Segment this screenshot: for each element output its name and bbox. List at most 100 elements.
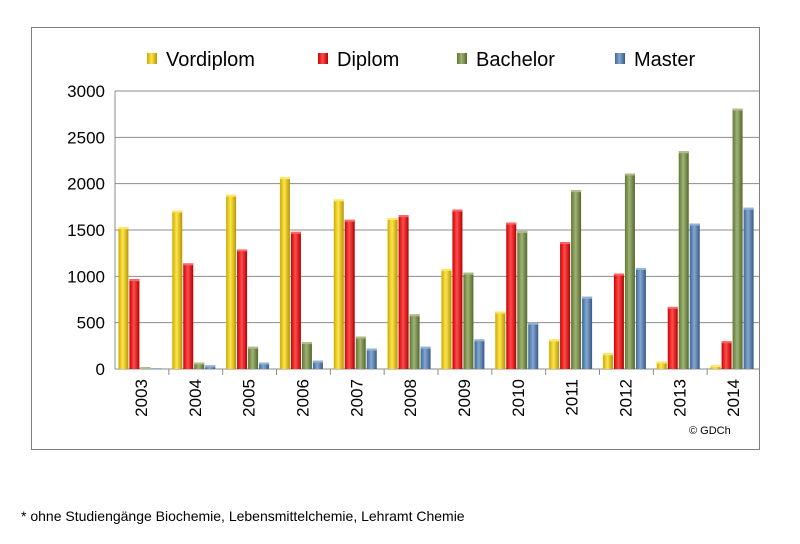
bar-top-cap <box>333 199 344 202</box>
bar-vordiplom-2006 <box>279 177 290 369</box>
bar-top-cap <box>495 311 506 314</box>
bar-top-cap <box>118 227 129 230</box>
bar-top-cap <box>571 190 582 193</box>
bar-top-cap <box>506 222 517 225</box>
bar-top-cap <box>517 230 528 233</box>
bar-diplom-2013 <box>667 306 678 369</box>
bar-bachelor-2012 <box>624 173 635 369</box>
bar-top-cap <box>721 341 732 344</box>
bar-diplom-2008 <box>398 215 409 369</box>
bar-master-2014 <box>743 207 754 369</box>
y-tick-label: 500 <box>77 314 105 333</box>
footnote: * ohne Studiengänge Biochemie, Lebensmit… <box>21 508 465 524</box>
bar-diplom-2006 <box>290 231 301 369</box>
legend-label-diplom: Diplom <box>337 49 399 71</box>
legend-swatch-diplom <box>318 53 328 64</box>
bar-top-cap <box>312 360 323 363</box>
bar-top-cap <box>194 362 205 365</box>
bar-top-cap <box>452 209 463 212</box>
x-tick-label: 2009 <box>455 379 474 417</box>
bar-top-cap <box>743 207 754 210</box>
bar-diplom-2011 <box>560 242 571 369</box>
bar-top-cap <box>528 322 539 325</box>
bar-top-cap <box>420 346 431 349</box>
bar-top-cap <box>624 173 635 176</box>
bar-bachelor-2009 <box>463 272 474 369</box>
y-tick-label: 2500 <box>67 128 105 147</box>
bar-top-cap <box>549 339 560 342</box>
bar-top-cap <box>355 336 366 339</box>
bar-top-cap <box>635 267 646 270</box>
bar-bachelor-2006 <box>301 342 312 369</box>
bar-bachelor-2010 <box>517 230 528 369</box>
chart-frame: 0 500 1000 1500 2000 2500 3000 2003 2004 2005 2006… <box>31 27 760 450</box>
bar-master-2007 <box>366 348 377 369</box>
x-tick-label: 2006 <box>293 379 312 417</box>
bar-diplom-2003 <box>129 279 140 369</box>
bar-top-cap <box>732 108 743 111</box>
bar-top-cap <box>279 177 290 180</box>
bar-vordiplom-2005 <box>226 194 237 369</box>
bar-top-cap <box>409 314 420 317</box>
bar-top-cap <box>226 194 237 197</box>
bar-vordiplom-2010 <box>495 311 506 369</box>
bar-top-cap <box>678 151 689 154</box>
y-tick-label: 2000 <box>67 175 105 194</box>
bar-bachelor-2008 <box>409 314 420 369</box>
bar-top-cap <box>689 223 700 226</box>
bar-top-cap <box>387 217 398 220</box>
bar-master-2005 <box>259 362 270 369</box>
bar-top-cap <box>602 353 613 356</box>
y-tick-label: 0 <box>96 360 105 379</box>
legend-swatch-bachelor <box>457 53 467 64</box>
bar-top-cap <box>710 365 721 368</box>
bar-top-cap <box>560 242 571 245</box>
bar-vordiplom-2011 <box>549 339 560 369</box>
bar-bachelor-2004 <box>194 362 205 369</box>
bar-top-cap <box>463 272 474 275</box>
bar-chart: 0 500 1000 1500 2000 2500 3000 2003 2004 2005 2006… <box>67 49 759 437</box>
x-tick-label: 2010 <box>509 379 528 417</box>
x-tick-label: 2005 <box>240 379 259 417</box>
bar-bachelor-2011 <box>571 190 582 369</box>
x-tick-label: 2007 <box>347 379 366 417</box>
bar-bachelor-2005 <box>248 346 259 369</box>
bar-master-2008 <box>420 346 431 369</box>
bar-bachelor-2007 <box>355 336 366 369</box>
x-tick-label: 2008 <box>401 379 420 417</box>
legend-label-vordiplom: Vordiplom <box>166 49 255 71</box>
x-tick-label: 2011 <box>563 379 582 416</box>
bar-master-2012 <box>635 267 646 369</box>
x-tick-label: 2003 <box>132 379 151 417</box>
bar-diplom-2014 <box>721 341 732 369</box>
bar-top-cap <box>290 231 301 234</box>
bar-top-cap <box>259 362 270 365</box>
bar-top-cap <box>656 361 667 364</box>
y-tick-label: 1000 <box>67 267 105 286</box>
bar-vordiplom-2008 <box>387 217 398 369</box>
x-tick-label: 2012 <box>616 379 635 417</box>
bar-top-cap <box>172 210 183 213</box>
bar-diplom-2007 <box>344 219 355 369</box>
y-tick-label: 3000 <box>67 82 105 101</box>
bar-vordiplom-2007 <box>333 199 344 369</box>
bar-diplom-2005 <box>237 249 248 369</box>
bar-vordiplom-2004 <box>172 210 183 369</box>
bar-vordiplom-2013 <box>656 361 667 369</box>
bar-top-cap <box>582 296 593 299</box>
bar-bachelor-2013 <box>678 151 689 369</box>
bar-diplom-2010 <box>506 222 517 369</box>
bar-top-cap <box>613 273 624 276</box>
bar-diplom-2004 <box>183 263 194 369</box>
bar-top-cap <box>366 348 377 351</box>
bar-top-cap <box>344 219 355 222</box>
y-tick-label: 1500 <box>67 221 105 240</box>
bar-top-cap <box>474 339 485 342</box>
legend-label-master: Master <box>634 49 695 71</box>
bar-bachelor-2014 <box>732 108 743 370</box>
bar-top-cap <box>129 279 140 282</box>
bar-top-cap <box>140 367 151 369</box>
bar-vordiplom-2009 <box>441 268 452 369</box>
bar-top-cap <box>667 306 678 309</box>
bar-top-cap <box>441 268 452 271</box>
